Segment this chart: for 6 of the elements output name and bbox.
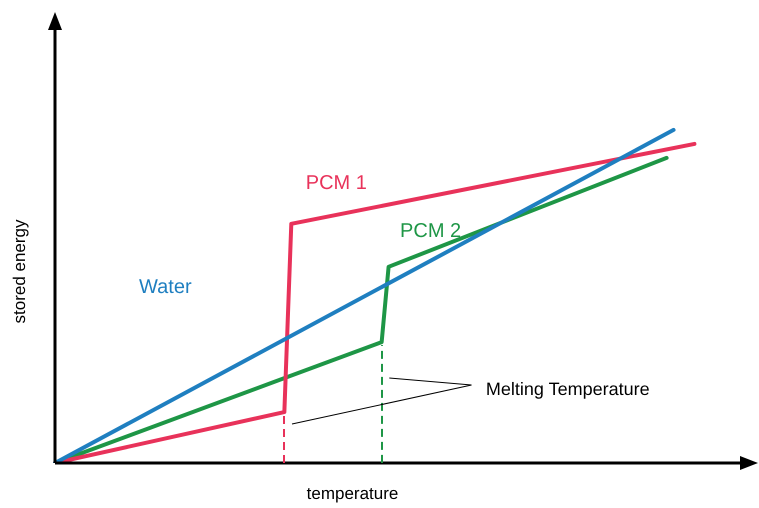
text: Water (139, 276, 192, 298)
series-label: PCM 2 (400, 220, 462, 242)
annotation: Melting Temperature (486, 379, 650, 399)
x-axis-title: temperature (306, 484, 398, 503)
y-axis-title: stored energy (10, 219, 29, 324)
series-label: PCM 1 (306, 172, 367, 194)
